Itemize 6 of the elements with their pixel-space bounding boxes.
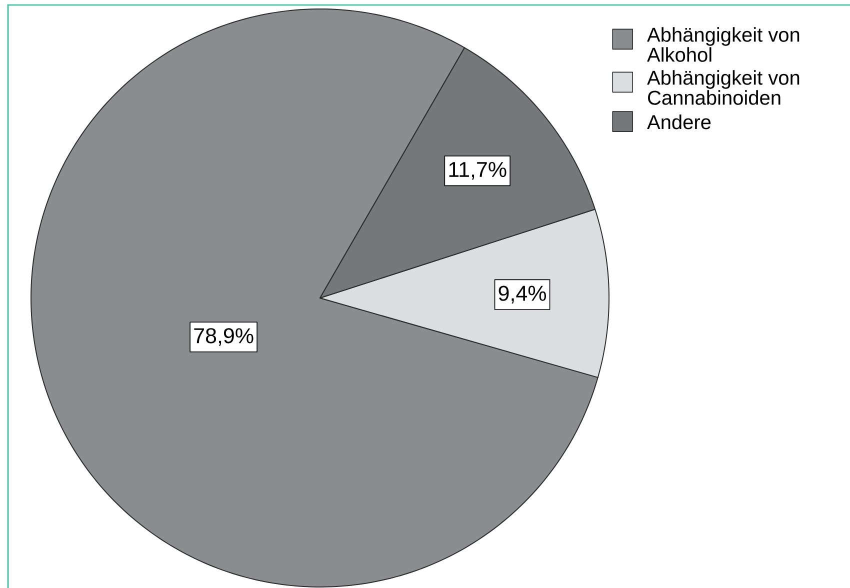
legend-label: Andere (647, 114, 711, 130)
legend-label: Abhängigkeit von Cannabinoiden (647, 70, 800, 105)
legend-label: Abhängigkeit von Alkohol (647, 27, 800, 62)
data-label: 78,9% (194, 328, 254, 346)
data-label: 9,4% (498, 286, 546, 304)
data-label: 11,7% (449, 162, 506, 180)
